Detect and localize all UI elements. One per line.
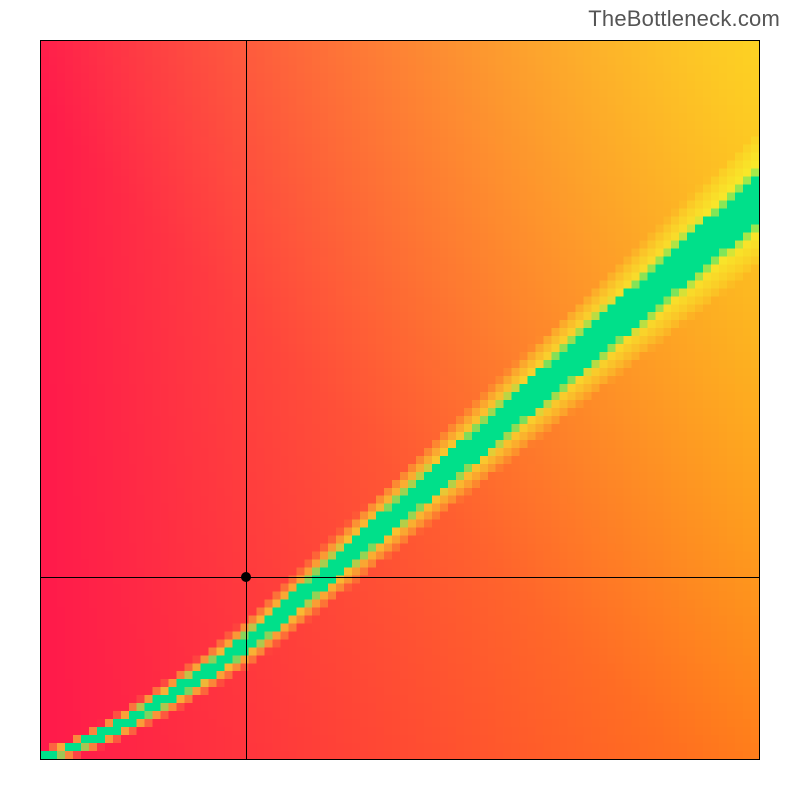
heatmap-canvas [41, 41, 759, 759]
chart-container: TheBottleneck.com [0, 0, 800, 800]
watermark-text: TheBottleneck.com [588, 6, 780, 32]
heatmap-plot-area [40, 40, 760, 760]
crosshair-vertical [246, 41, 247, 759]
crosshair-horizontal [41, 577, 759, 578]
intersection-point [241, 572, 251, 582]
